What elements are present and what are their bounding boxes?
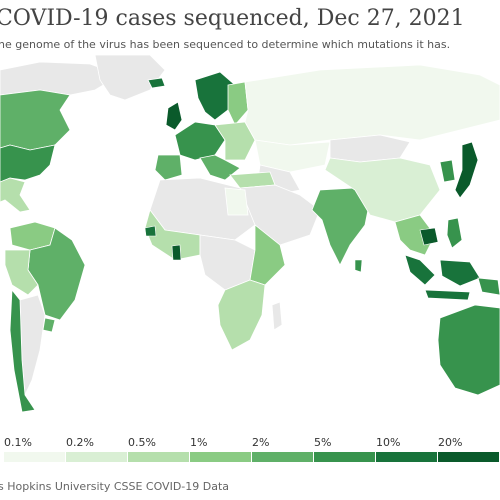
region-senegal[interactable] [144,225,157,237]
region-philippines[interactable] [446,217,463,249]
region-ghana[interactable] [171,244,182,261]
region-korea[interactable] [439,159,456,183]
region-indonesia[interactable] [404,254,481,301]
legend-tick-label: 0.5% [128,436,156,449]
region-greenland[interactable] [94,54,166,101]
region-uk-ireland[interactable] [165,101,183,131]
region-canada[interactable] [0,89,71,151]
region-western-europe[interactable] [174,121,226,161]
region-russia[interactable] [244,64,500,146]
legend-swatch [438,452,499,462]
region-uruguay[interactable] [42,317,56,333]
legend-swatch [190,452,251,462]
region-sri-lanka[interactable] [354,259,363,273]
world-map [0,54,500,413]
chart-title: COVID-19 cases sequenced, Dec 27, 2021 [0,6,465,31]
region-usa[interactable] [0,144,56,183]
legend-swatch [314,452,375,462]
region-chile[interactable] [9,288,36,413]
legend-tick-label: 5% [314,436,332,449]
legend-tick-label: 2% [252,436,270,449]
region-middle-east[interactable] [239,184,321,246]
region-scandinavia[interactable] [194,71,236,121]
map-legend: 0.1% 0.2% 0.5% 1% 2% 5% 10% 20% [0,436,500,466]
region-madagascar[interactable] [271,301,283,331]
region-iceland[interactable] [147,77,166,89]
region-egypt[interactable] [224,187,249,216]
legend-swatch [128,452,189,462]
legend-swatch [376,452,437,462]
legend-tick-label: 1% [190,436,208,449]
legend-tick-label: 10% [376,436,401,449]
region-papua-new-guinea[interactable] [477,277,500,296]
data-source: s Hopkins University CSSE COVID-19 Data [0,480,230,493]
legend-swatch [4,452,65,462]
region-japan[interactable] [454,141,479,199]
chart-subtitle: he genome of the virus has been sequence… [0,38,451,51]
region-finland-baltics[interactable] [227,81,249,126]
region-iberia[interactable] [154,154,183,181]
legend-tick-label: 0.1% [4,436,32,449]
region-australia[interactable] [437,304,500,396]
region-cambodia[interactable] [419,227,439,246]
region-mexico-central-america[interactable] [0,177,31,213]
legend-swatch [66,452,127,462]
region-italy-balkans[interactable] [199,154,241,181]
legend-tick-label: 20% [438,436,463,449]
legend-tick-label: 0.2% [66,436,94,449]
region-southern-africa[interactable] [217,279,266,351]
region-peru-bolivia[interactable] [4,249,39,296]
legend-swatch [252,452,313,462]
